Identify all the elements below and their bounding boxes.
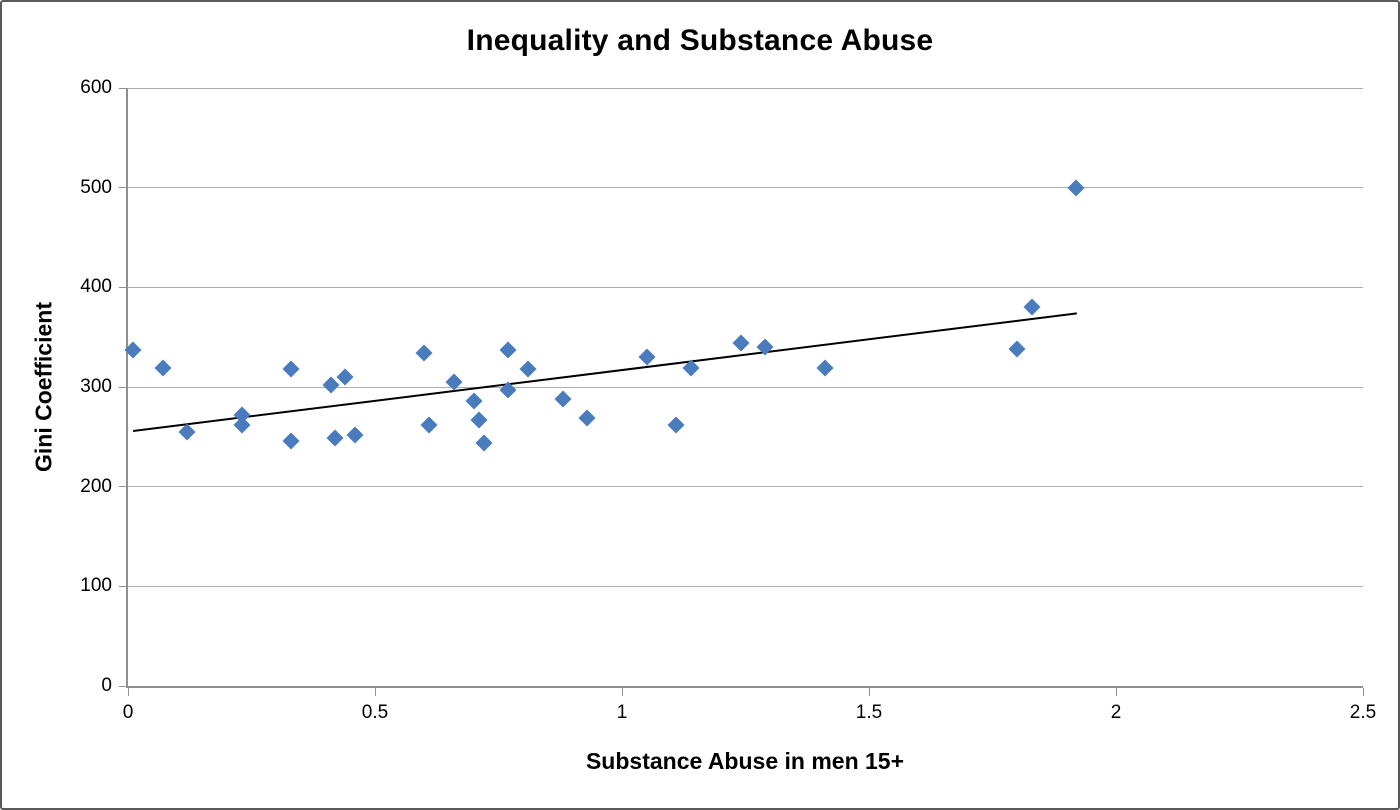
x-axis-title: Substance Abuse in men 15+: [585, 748, 905, 774]
data-point: [1008, 340, 1026, 358]
y-tick-mark: [119, 386, 128, 388]
x-tick-label: 1: [616, 702, 628, 723]
data-point: [667, 416, 685, 434]
x-tick-label: 2: [1110, 702, 1122, 723]
x-tick-label: 2.5: [1349, 702, 1377, 723]
y-tick-mark: [119, 286, 128, 288]
data-point: [470, 411, 488, 429]
data-point: [816, 359, 834, 377]
y-tick-label: 600: [80, 77, 112, 98]
gridline: [128, 386, 1363, 388]
gridline: [128, 486, 1363, 488]
y-tick-label: 200: [80, 475, 112, 497]
data-point: [519, 360, 537, 378]
x-tick-mark: [1115, 688, 1117, 696]
y-axis-line: [126, 88, 128, 688]
y-tick-mark: [119, 187, 128, 189]
data-point: [346, 426, 364, 444]
y-tick-label: 300: [80, 376, 112, 397]
x-tick-mark: [621, 688, 623, 696]
y-tick-label: 400: [80, 276, 112, 298]
x-tick-mark: [868, 688, 870, 696]
data-point: [578, 409, 596, 427]
x-tick-mark: [374, 688, 376, 696]
data-point: [282, 432, 300, 450]
y-tick-mark: [119, 486, 128, 488]
y-tick-mark: [119, 685, 128, 687]
data-point: [499, 341, 517, 359]
x-tick-label: 1.5: [855, 702, 883, 723]
data-point: [732, 334, 750, 352]
x-axis-line: [126, 686, 1363, 688]
data-point: [415, 344, 433, 362]
chart-title: Inequality and Substance Abuse: [466, 24, 934, 57]
data-point: [336, 368, 354, 386]
data-point: [326, 429, 344, 447]
gridline: [128, 286, 1363, 288]
data-point: [322, 376, 340, 394]
x-tick-mark: [1362, 688, 1364, 696]
y-tick-label: 100: [80, 575, 112, 597]
x-tick-mark: [127, 688, 129, 696]
trendline: [132, 312, 1077, 432]
y-tick-mark: [119, 87, 128, 89]
data-point: [1023, 298, 1041, 316]
data-point: [475, 434, 493, 452]
data-point: [420, 416, 438, 434]
data-point: [154, 359, 172, 377]
gridline: [128, 187, 1363, 189]
data-point: [638, 348, 656, 366]
x-tick-label: 0.5: [361, 702, 389, 723]
data-point: [445, 373, 463, 391]
data-point: [554, 390, 572, 408]
data-point: [1067, 179, 1085, 197]
y-tick-mark: [119, 585, 128, 587]
gridline: [128, 585, 1363, 587]
y-tick-label: 0: [101, 675, 112, 696]
data-point: [282, 360, 300, 378]
data-point: [465, 392, 483, 410]
y-tick-label: 500: [80, 176, 112, 198]
gridline: [128, 87, 1363, 89]
x-tick-label: 0: [122, 702, 134, 723]
